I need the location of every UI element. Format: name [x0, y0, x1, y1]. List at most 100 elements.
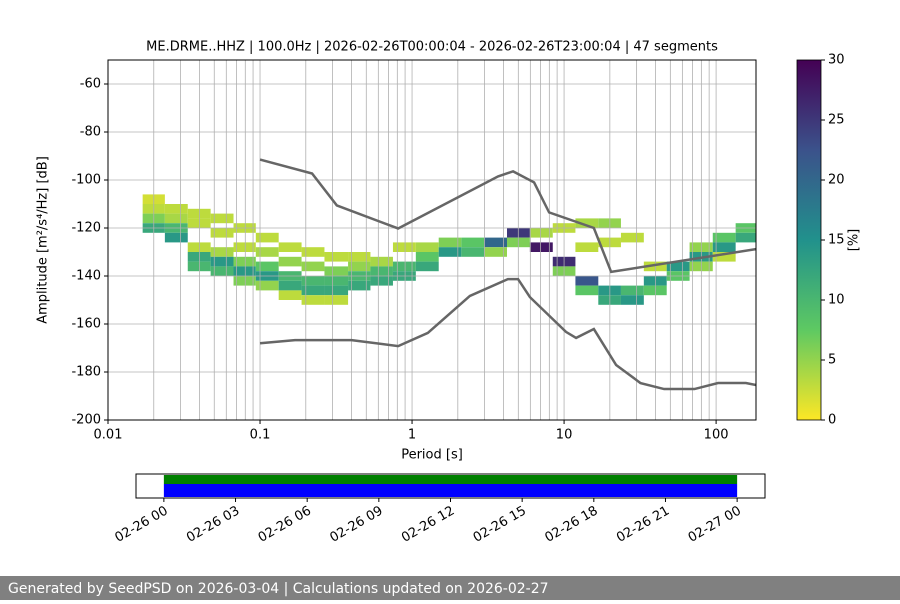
histogram-cell [575, 285, 599, 296]
x-tick-label: 02-26 12 [399, 504, 457, 546]
x-tick-label: 02-26 03 [184, 504, 242, 546]
colorbar-tick-label: 15 [828, 233, 845, 248]
histogram-cell [392, 261, 416, 272]
histogram-cell [301, 295, 325, 305]
histogram-cell [210, 266, 234, 276]
x-tick-label: 02-26 21 [614, 504, 672, 546]
histogram-cell [278, 256, 302, 267]
histogram-cell [415, 252, 439, 262]
histogram-cell [620, 295, 644, 305]
histogram-cell [461, 247, 485, 257]
histogram-cell [210, 256, 234, 267]
y-tick-label: -160 [71, 317, 101, 332]
histogram-cell [438, 247, 462, 257]
colorbar-tick-label: 5 [828, 353, 836, 368]
psd-plot: -200 -180 -160 -140 -120 -100 -80 -60 0.01 0.1 1 10… [71, 53, 844, 443]
histogram-cell [301, 276, 325, 286]
histogram-cell [255, 261, 279, 272]
histogram-cell [712, 242, 736, 252]
histogram-cell [210, 228, 234, 238]
histogram-cell [255, 232, 279, 243]
histogram-cell [255, 280, 279, 291]
histogram-cell [712, 232, 736, 243]
histogram-cell [348, 252, 371, 262]
y-tick-label: -100 [71, 173, 101, 188]
histogram-cell [666, 261, 690, 272]
x-tick-label: 02-27 00 [686, 504, 744, 546]
plot-frame [107, 59, 757, 421]
histogram-cell [575, 242, 599, 252]
availability-bar [163, 484, 738, 497]
histogram-cell [164, 213, 188, 224]
histogram-cell [233, 276, 256, 286]
histogram-cell [210, 213, 234, 224]
y-tick-label: -140 [71, 269, 101, 284]
histogram-cell [484, 237, 508, 248]
y-tick-label: -180 [71, 365, 101, 380]
footer-text: Generated by SeedPSD on 2026-03-04 | Cal… [8, 581, 549, 597]
colorbar-tick-label: 30 [828, 53, 845, 68]
histogram-cell [324, 285, 349, 296]
histogram-cell [324, 295, 349, 305]
histogram-cell [575, 218, 599, 228]
x-tick-label: 02-26 00 [112, 504, 170, 546]
x-tick-label: 100 [704, 428, 729, 443]
histogram-cell [370, 266, 393, 276]
colorbar-tick-label: 10 [828, 293, 845, 308]
histogram-cell [324, 266, 349, 276]
noise-model-line [259, 277, 756, 391]
x-tick-label: 02-26 06 [256, 504, 314, 546]
y-tick-label: -120 [71, 221, 101, 236]
noise-model-line [259, 158, 756, 274]
histogram-cell [233, 256, 256, 267]
histogram-cell [348, 280, 371, 291]
histogram-cell [301, 247, 325, 257]
timeline-plot: 02-26 00 02-26 03 02-26 06 02-26 09 02-26 12… [112, 473, 766, 546]
availability-bar [163, 475, 738, 484]
histogram-cell [712, 252, 736, 262]
x-tick-label: 0.1 [250, 428, 271, 443]
y-tick-label: -80 [80, 125, 101, 140]
chart-title: ME.DRME..HHZ | 100.0Hz | 2026-02-26T00:0… [146, 40, 718, 55]
y-tick-label: -200 [71, 413, 101, 428]
colorbar-tick-label: 0 [828, 413, 836, 428]
histogram-cell [278, 242, 302, 252]
histogram-cell [438, 237, 462, 248]
colorbar-tick-label: 25 [828, 113, 845, 128]
histogram-cell [415, 242, 439, 252]
histogram-cell [484, 247, 508, 257]
histogram-cell [278, 280, 302, 291]
histogram-cell [233, 266, 256, 276]
colorbar-label: [%] [847, 229, 862, 252]
x-tick-label: 1 [408, 428, 416, 443]
y-tick-label: -60 [80, 77, 101, 92]
histogram-cell [301, 285, 325, 296]
histogram-cell [164, 204, 188, 214]
histogram-cell [620, 232, 644, 243]
histogram-cell [620, 285, 644, 296]
histogram-cell [461, 237, 485, 248]
histogram-cell [164, 232, 188, 243]
histogram-cell [392, 242, 416, 252]
histogram-cell [233, 242, 256, 252]
histogram-cell [575, 276, 599, 286]
plot-background [108, 60, 756, 420]
x-tick-label: 0.01 [94, 428, 123, 443]
histogram-cell [348, 261, 371, 272]
x-tick-label: 02-26 09 [327, 504, 385, 546]
x-tick-label: 02-26 15 [471, 504, 529, 546]
x-axis-label: Period [s] [401, 448, 463, 463]
histogram-cell [255, 247, 279, 257]
histogram-cell [415, 261, 439, 272]
histogram-cell [301, 261, 325, 272]
x-tick-label: 02-26 18 [542, 504, 600, 546]
histogram-cell [324, 276, 349, 286]
histogram-cell [529, 242, 553, 252]
histogram-cell [370, 256, 393, 267]
colorbar-tick-label: 20 [828, 173, 845, 188]
footer-bar [0, 576, 900, 600]
histogram-cell [370, 276, 393, 286]
x-tick-label: 10 [556, 428, 573, 443]
histogram-cell [529, 228, 553, 238]
